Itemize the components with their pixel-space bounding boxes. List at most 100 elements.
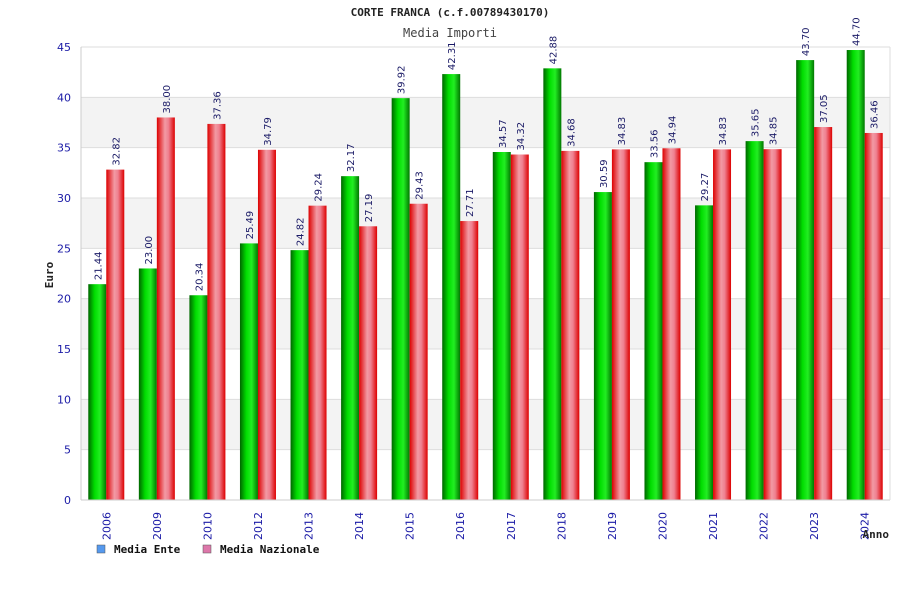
y-tick-label: 20 (57, 293, 71, 306)
bar-media-nazionale (156, 117, 175, 500)
x-tick-label: 2009 (151, 512, 164, 540)
value-label: 35.65 (751, 108, 762, 137)
y-tick-label: 40 (57, 91, 71, 104)
legend-swatch (202, 544, 212, 554)
y-tick-label: 10 (57, 393, 71, 406)
bar-media-nazionale (257, 149, 276, 500)
bar-media-ente (846, 50, 865, 501)
value-label: 27.71 (465, 188, 476, 217)
x-tick-label: 2021 (707, 512, 720, 540)
y-tick-label: 5 (64, 444, 71, 457)
bar-media-ente (391, 98, 410, 500)
bar-media-nazionale (359, 226, 378, 500)
bar-media-nazionale (409, 203, 428, 500)
bar-media-ente (239, 243, 258, 500)
x-tick-label: 2016 (454, 512, 467, 540)
bar-media-ente (341, 176, 360, 500)
bar-media-nazionale (763, 149, 782, 500)
bar-media-nazionale (460, 221, 479, 500)
value-label: 20.34 (194, 263, 205, 292)
value-label: 29.27 (700, 173, 711, 202)
y-tick-labels: 0 5 10 15 20 25 30 35 40 45 (57, 41, 71, 507)
x-tick-label: 2019 (606, 512, 619, 540)
x-tick-label: 2010 (201, 512, 214, 540)
y-axis-title: Euro (43, 261, 56, 288)
x-tick-label: 2017 (505, 512, 518, 540)
x-tick-label: 2020 (656, 512, 669, 540)
value-label: 25.49 (245, 211, 256, 240)
x-tick-label: 2006 (100, 512, 113, 540)
x-tick-label: 2024 (859, 512, 872, 540)
bar-media-ente (138, 268, 157, 500)
y-tick-label: 15 (57, 343, 71, 356)
legend: Media Ente Media Nazionale (96, 543, 320, 556)
value-label: 44.70 (852, 17, 863, 46)
value-label: 21.44 (93, 252, 104, 281)
value-label: 34.32 (516, 122, 527, 151)
value-label: 36.46 (870, 100, 881, 129)
chart-subtitle: Media Importi (403, 26, 497, 40)
bar-media-nazionale (611, 149, 630, 501)
x-tick-labels: 2006 2009 2010 2012 2013 2014 2015 2016 2017 2018… (100, 512, 871, 540)
y-tick-label: 25 (57, 242, 71, 255)
x-tick-label: 2015 (404, 512, 417, 540)
bar-media-ente (695, 205, 714, 500)
x-tick-label: 2012 (252, 512, 265, 540)
bar-media-ente (290, 250, 309, 500)
bar-media-nazionale (864, 132, 883, 500)
value-label: 29.24 (314, 173, 325, 202)
value-label: 34.57 (498, 119, 509, 148)
bar-media-nazionale (662, 148, 681, 500)
x-tick-label: 2014 (353, 512, 366, 540)
bar-media-nazionale (814, 127, 833, 500)
value-label: 42.31 (447, 41, 458, 70)
value-label: 30.59 (599, 159, 610, 188)
y-tick-label: 35 (57, 142, 71, 155)
bar-media-ente (88, 284, 107, 500)
bar-media-ente (644, 162, 663, 501)
chart-title: CORTE FRANCA (c.f.00789430170) (351, 6, 550, 19)
y-tick-label: 30 (57, 192, 71, 205)
bar-media-nazionale (207, 123, 226, 500)
value-label: 43.70 (801, 27, 812, 56)
value-label: 34.83 (617, 117, 628, 146)
value-label: 34.94 (667, 116, 678, 145)
value-label: 29.43 (415, 171, 426, 200)
value-label: 38.00 (162, 85, 173, 114)
value-label: 34.83 (718, 117, 729, 146)
value-label: 42.88 (548, 36, 559, 65)
legend-label: Media Ente (114, 543, 181, 556)
bar-media-nazionale (106, 169, 125, 500)
value-label: 33.56 (649, 130, 660, 159)
bar-media-ente (543, 68, 562, 500)
value-label: 37.36 (212, 91, 223, 120)
y-tick-label: 45 (57, 41, 71, 54)
bars-group (88, 50, 883, 501)
x-tick-label: 2023 (808, 512, 821, 540)
value-label: 27.19 (364, 194, 375, 223)
legend-label: Media Nazionale (220, 543, 320, 556)
value-label: 32.17 (346, 144, 357, 173)
legend-swatch (96, 544, 106, 554)
bar-media-ente (745, 141, 764, 500)
x-tick-label: 2018 (555, 512, 568, 540)
axes (80, 47, 891, 501)
bar-media-ente (796, 60, 815, 500)
y-tick-label: 0 (64, 494, 71, 507)
value-label: 39.92 (397, 65, 408, 94)
bar-media-nazionale (713, 149, 732, 501)
value-label: 34.68 (566, 118, 577, 147)
value-label: 34.79 (263, 117, 274, 146)
bar-media-ente (492, 151, 511, 500)
value-label: 37.05 (819, 94, 830, 123)
bar-media-nazionale (510, 154, 529, 500)
value-labels-group: 21.44 32.82 23.00 38.00 20.34 37.36 25.49 34.79… (93, 17, 880, 291)
value-label: 34.85 (769, 117, 780, 146)
value-label: 24.82 (296, 218, 307, 247)
x-axis-title: Anno (863, 528, 890, 541)
bar-media-nazionale (308, 205, 327, 500)
value-label: 23.00 (144, 236, 155, 265)
x-tick-label: 2013 (303, 512, 316, 540)
value-label: 32.82 (111, 137, 122, 166)
